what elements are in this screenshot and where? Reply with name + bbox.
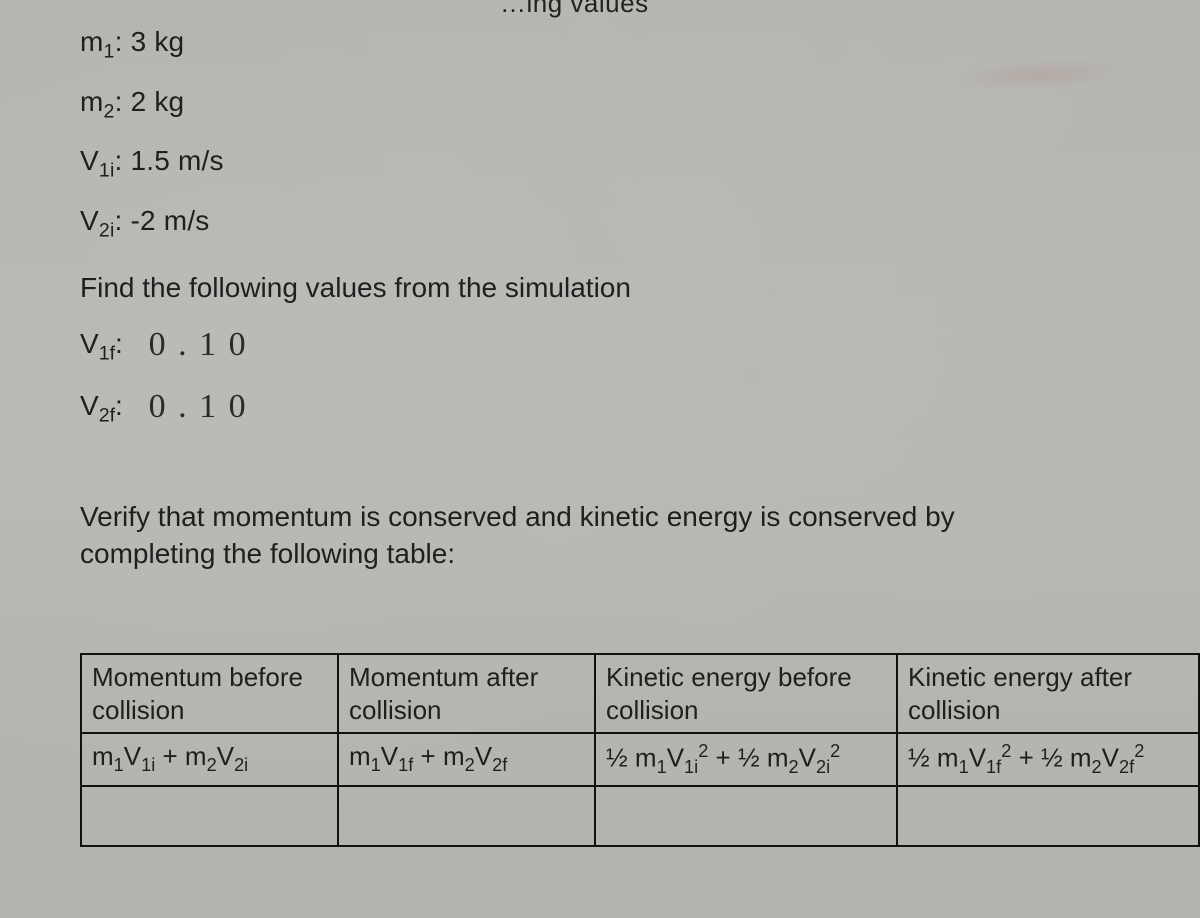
v2f-handwritten-value: 0 . 1 0 — [149, 388, 248, 426]
given-m2: m2: 2 kg — [80, 86, 1160, 124]
formula-ke-after: ½ m1V1f2 + ½ m2V2f2 — [897, 733, 1199, 786]
worksheet-content: …ing values m1: 3 kg m2: 2 kg V1i: 1.5 m… — [80, 0, 1160, 847]
v1f-handwritten-value: 0 . 1 0 — [149, 326, 248, 364]
v2i-value: -2 m/s — [131, 205, 210, 236]
v2f-subscript: 2f — [99, 405, 115, 427]
v2f-sep: : — [115, 390, 123, 421]
m1-value: 3 kg — [131, 26, 185, 57]
v2i-subscript: 2i — [99, 219, 115, 241]
m2-sep: : — [115, 86, 131, 117]
v1f-symbol: V — [80, 328, 99, 359]
v2i-symbol: V — [80, 205, 99, 236]
v2i-sep: : — [115, 205, 131, 236]
v1i-subscript: 1i — [99, 160, 115, 182]
cell-ke-after-value — [897, 786, 1199, 846]
formula-momentum-before: m1V1i + m2V2i — [81, 733, 338, 786]
v1i-symbol: V — [80, 145, 99, 176]
cell-ke-before-value — [595, 786, 897, 846]
find-prompt: Find the following values from the simul… — [80, 272, 1160, 304]
m1-subscript: 1 — [104, 41, 115, 63]
col-header-momentum-after: Momentum after collision — [338, 654, 595, 733]
table-formula-row: m1V1i + m2V2i m1V1f + m2V2f ½ m1V1i2 + ½… — [81, 733, 1199, 786]
m2-subscript: 2 — [104, 100, 115, 122]
answer-v1f: V1f: 0 . 1 0 — [80, 324, 1160, 366]
m2-value: 2 kg — [131, 86, 185, 117]
v1f-subscript: 1f — [99, 343, 115, 365]
given-v1i: V1i: 1.5 m/s — [80, 145, 1160, 183]
col-header-momentum-before: Momentum before collision — [81, 654, 338, 733]
col-header-ke-after: Kinetic energy after collision — [897, 654, 1199, 733]
table-header-row: Momentum before collision Momentum after… — [81, 654, 1199, 733]
v1f-sep: : — [115, 328, 123, 359]
m2-symbol: m — [80, 86, 104, 117]
v1i-sep: : — [115, 145, 131, 176]
table-empty-row — [81, 786, 1199, 846]
formula-ke-before: ½ m1V1i2 + ½ m2V2i2 — [595, 733, 897, 786]
verify-instruction: Verify that momentum is conserved and ki… — [80, 498, 1030, 574]
v1i-value: 1.5 m/s — [131, 145, 224, 176]
cell-momentum-after-value — [338, 786, 595, 846]
given-v2i: V2i: -2 m/s — [80, 205, 1160, 243]
m1-symbol: m — [80, 26, 104, 57]
formula-momentum-after: m1V1f + m2V2f — [338, 733, 595, 786]
cutoff-header-fragment: …ing values — [500, 0, 649, 19]
given-m1: m1: 3 kg — [80, 26, 1160, 64]
m1-sep: : — [115, 26, 131, 57]
col-header-ke-before: Kinetic energy before collision — [595, 654, 897, 733]
conservation-table: Momentum before collision Momentum after… — [80, 653, 1200, 847]
cell-momentum-before-value — [81, 786, 338, 846]
answer-v2f: V2f: 0 . 1 0 — [80, 386, 1160, 428]
v2f-symbol: V — [80, 390, 99, 421]
